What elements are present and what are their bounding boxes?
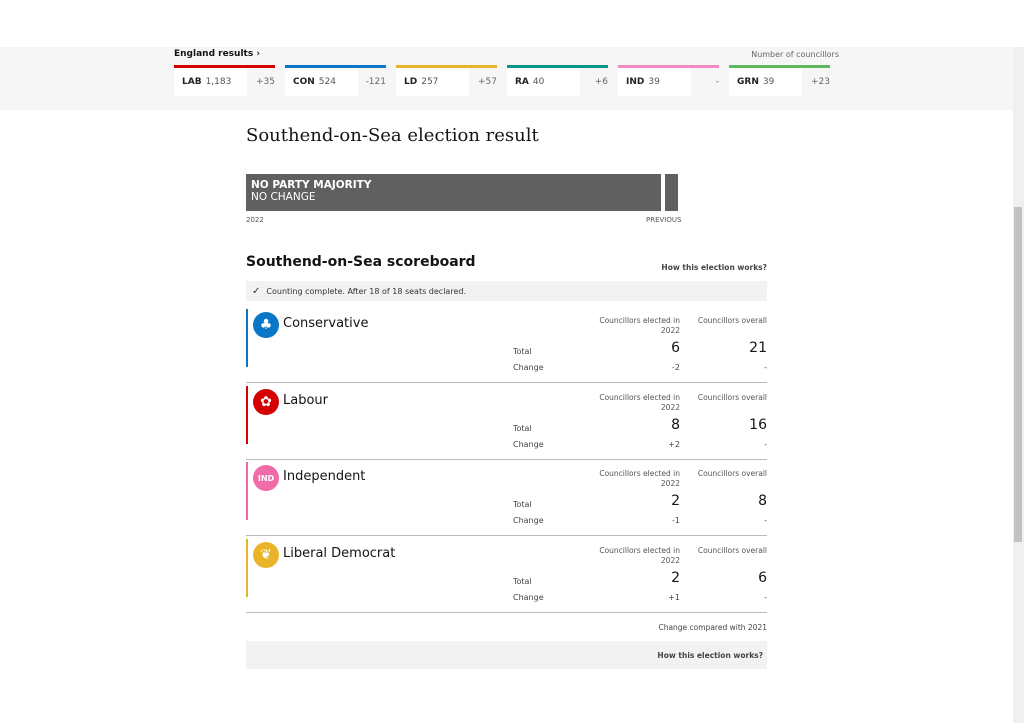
party-stripe (246, 309, 248, 367)
party-count: 39 (648, 77, 660, 87)
party-tile-ld: LD 257 +57 (396, 65, 497, 96)
total-label: Total (513, 500, 532, 509)
party-stripe (246, 462, 248, 520)
party-stripe (246, 539, 248, 597)
overall-change: - (764, 363, 767, 372)
elected-change: -1 (672, 516, 680, 525)
total-label: Total (513, 347, 532, 356)
party-abbr: CON (293, 77, 315, 87)
party-count: 40 (532, 77, 545, 87)
overall-total: 8 (758, 493, 767, 509)
overall-change: - (764, 440, 767, 449)
elected-header: Councillors elected in 2022 (599, 316, 680, 335)
check-icon: ✓ (252, 285, 261, 297)
party-name: Liberal Democrat (283, 546, 396, 561)
party-tile-ra: RA 40 +6 (507, 65, 608, 96)
overall-header: Councillors overall (697, 393, 767, 402)
scoreboard-title: Southend-on-Sea scoreboard (246, 254, 476, 270)
elected-total: 2 (671, 493, 680, 509)
party-row: IND Independent Councillors elected in 2… (246, 459, 767, 536)
elected-change: +1 (668, 593, 680, 602)
overall-change: - (764, 516, 767, 525)
overall-total: 21 (749, 340, 767, 356)
change-label: Change (513, 363, 544, 372)
overall-header: Councillors overall (697, 316, 767, 325)
england-results-band (0, 47, 1013, 110)
how-election-works-bottom-link[interactable]: How this election works? (657, 651, 763, 660)
page-title: Southend-on-Sea election result (246, 125, 539, 146)
overall-header: Councillors overall (697, 546, 767, 555)
tree-icon: ♣ (253, 312, 279, 338)
elected-header: Councillors elected in 2022 (599, 469, 680, 488)
party-count: 1,183 (205, 77, 232, 87)
change-label: Change (513, 516, 544, 525)
party-row: ❦ Liberal Democrat Councillors elected i… (246, 536, 767, 613)
total-label: Total (513, 424, 532, 433)
party-tile-grn: GRN 39 +23 (729, 65, 830, 96)
party-count: 257 (421, 77, 439, 87)
change-label: Change (513, 593, 544, 602)
party-row: ✿ Labour Councillors elected in 2022 Cou… (246, 383, 767, 460)
party-change: +35 (256, 77, 275, 87)
result-line2: NO CHANGE (251, 191, 316, 203)
elected-total: 2 (671, 570, 680, 586)
elected-change: +2 (668, 440, 680, 449)
party-row: ♣ Conservative Councillors elected in 20… (246, 306, 767, 383)
year-label: 2022 (246, 216, 264, 224)
rose-icon: ✿ (253, 389, 279, 415)
party-change: +57 (478, 77, 497, 87)
party-abbr: RA (515, 77, 529, 87)
party-abbr: IND (626, 77, 645, 87)
party-name: Conservative (283, 316, 369, 331)
status-text: Counting complete. After 18 of 18 seats … (266, 286, 466, 296)
footer-box: How this election works? (246, 641, 767, 669)
previous-label: PREVIOUS (646, 216, 682, 224)
councillors-note: Number of councillors (751, 50, 839, 59)
party-change: +23 (811, 77, 830, 87)
overall-total: 16 (749, 417, 767, 433)
scrollbar[interactable] (1013, 47, 1024, 723)
party-change: - (715, 77, 719, 87)
elected-total: 8 (671, 417, 680, 433)
ind-logo-icon: IND (253, 465, 279, 491)
how-election-works-link[interactable]: How this election works? (661, 263, 767, 272)
party-name: Independent (283, 469, 366, 484)
party-tile-ind: IND 39 - (618, 65, 719, 96)
party-name: Labour (283, 393, 328, 408)
elected-total: 6 (671, 340, 680, 356)
party-count: 39 (762, 77, 775, 87)
party-abbr: GRN (737, 77, 759, 87)
overall-change: - (764, 593, 767, 602)
total-label: Total (513, 577, 532, 586)
party-tiles: LAB 1,183 +35 CON 524 -121 LD 257 +57 RA 40 +6 IND 39… (174, 65, 830, 96)
party-abbr: LD (404, 77, 418, 87)
status-bar: ✓ Counting complete. After 18 of 18 seats… (246, 281, 767, 301)
elected-change: -2 (672, 363, 680, 372)
scrollbar-thumb[interactable] (1014, 207, 1022, 542)
overall-total: 6 (758, 570, 767, 586)
overall-header: Councillors overall (697, 469, 767, 478)
party-tile-lab: LAB 1,183 +35 (174, 65, 275, 96)
party-change: +6 (594, 77, 608, 87)
elected-header: Councillors elected in 2022 (599, 546, 680, 565)
party-tile-con: CON 524 -121 (285, 65, 386, 96)
result-bar: NO PARTY MAJORITY NO CHANGE (246, 174, 661, 211)
party-abbr: LAB (182, 77, 202, 87)
party-stripe (246, 386, 248, 444)
result-line1: NO PARTY MAJORITY (251, 179, 372, 191)
bird-icon: ❦ (253, 542, 279, 568)
party-change: -121 (365, 77, 386, 87)
elected-header: Councillors elected in 2022 (599, 393, 680, 412)
change-label: Change (513, 440, 544, 449)
england-results-link[interactable]: England results › (174, 49, 261, 59)
previous-bar (665, 174, 678, 211)
party-count: 524 (318, 77, 336, 87)
footnote: Change compared with 2021 (658, 623, 767, 632)
